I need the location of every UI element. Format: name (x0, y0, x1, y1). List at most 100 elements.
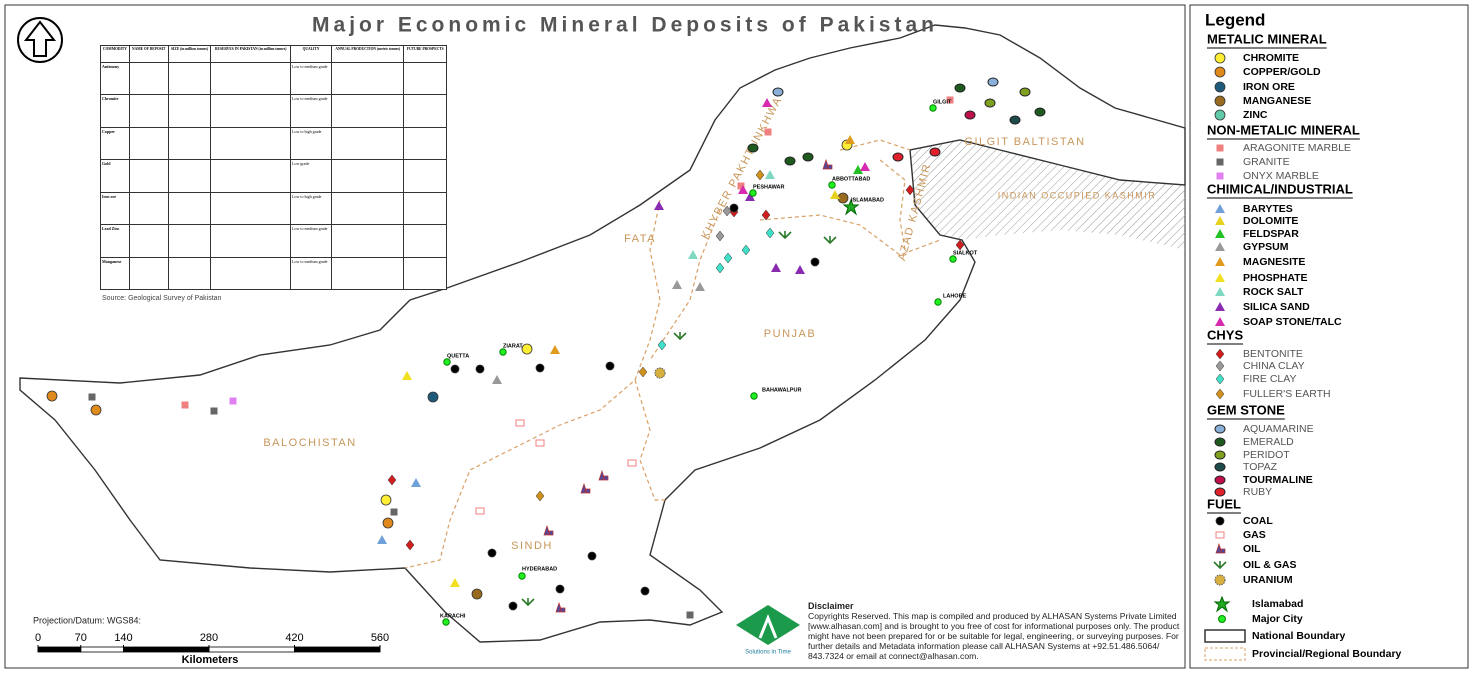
table-cell (128, 191, 169, 226)
symbol (1214, 66, 1226, 78)
symbol (1214, 475, 1226, 485)
table-header-cell: NAME OF DEPOSIT (128, 45, 169, 63)
table-quality: Low to high grade (290, 191, 333, 226)
table-row: Copper Low to high grade (100, 126, 447, 161)
legend-item: MANGANESE (1243, 95, 1311, 107)
symbol (722, 205, 732, 217)
table-cell (403, 126, 447, 161)
city-marker (750, 392, 758, 400)
symbol (450, 578, 460, 587)
symbol (1215, 302, 1225, 311)
table-cell (403, 191, 447, 226)
symbol (405, 539, 415, 551)
city-label: ZIARAT (503, 343, 523, 349)
symbol (1214, 81, 1226, 93)
symbol (729, 203, 739, 213)
symbol (550, 345, 560, 354)
symbol (741, 244, 751, 256)
legend-item: BENTONITE (1243, 348, 1303, 360)
symbol (229, 397, 237, 405)
table-header: COMMODITY NAME OF DEPOSIT SIZE (in million… (100, 45, 447, 63)
table-header-cell: RESERVES IN PAKISTAN (in million tonnes) (210, 45, 292, 63)
symbol (672, 280, 682, 289)
legend-item: PHOSPHATE (1243, 272, 1308, 284)
legend-item: TOPAZ (1243, 461, 1278, 473)
table-cell (331, 61, 405, 96)
ajk-boundary (879, 159, 906, 251)
table-cell (167, 94, 212, 128)
legend-item: CHINA CLAY (1243, 360, 1305, 372)
provincial-boundaries (404, 139, 941, 569)
symbol (771, 263, 781, 272)
symbol (1215, 287, 1225, 296)
symbol (1214, 437, 1226, 447)
symbol (1215, 531, 1225, 539)
symbol (543, 524, 554, 536)
symbol (964, 110, 976, 120)
logo (736, 605, 800, 645)
legend-item: FULLER'S EARTH (1243, 388, 1331, 400)
city-label: GILGIT (933, 99, 952, 105)
city-marker (828, 181, 836, 189)
capital-marker (842, 198, 860, 216)
symbol (450, 364, 460, 374)
symbol (387, 474, 397, 486)
symbol (715, 230, 725, 242)
table-cell (128, 224, 169, 258)
scale-label: 280 (200, 632, 218, 644)
symbol (810, 257, 820, 267)
legend-item: OIL (1243, 543, 1261, 555)
symbol (762, 98, 772, 107)
symbol (515, 419, 525, 427)
symbol (778, 231, 792, 240)
table-cell (128, 94, 169, 128)
region-label: SINDH (511, 540, 553, 552)
symbol (955, 239, 965, 251)
table-quality: Low to medium grade (290, 224, 333, 258)
legend-item: RUBY (1243, 486, 1272, 498)
table-cell (167, 61, 212, 96)
logo-text: Solutions in Time (745, 650, 791, 656)
city-marker (749, 189, 757, 197)
symbol (946, 96, 954, 104)
balochistan-boundary (404, 199, 661, 569)
city-label: BAHAWALPUR (762, 387, 801, 393)
legend-item: GRANITE (1243, 156, 1290, 168)
symbol (411, 478, 421, 487)
table-cell (167, 224, 212, 258)
symbol (1215, 388, 1225, 400)
table-header-cell: COMMODITY (100, 45, 130, 63)
legend-item: National Boundary (1252, 630, 1346, 642)
table-commodity: Chromite (100, 94, 130, 128)
scale-segment (294, 646, 381, 653)
table-cell (167, 159, 212, 193)
symbol (1009, 115, 1021, 125)
table-cell (167, 256, 212, 291)
symbol (640, 586, 650, 596)
symbol (772, 87, 784, 97)
symbol (377, 535, 387, 544)
symbol (1215, 204, 1225, 213)
legend-heading: CHYS (1207, 327, 1243, 342)
symbol (46, 390, 58, 402)
map-title: Major Economic Mineral Deposits of Pakis… (312, 14, 938, 37)
legend-item: CHROMITE (1243, 52, 1299, 64)
table-header-cell: ANNUAL PRODUCTION (metric tonnes) (331, 45, 405, 63)
table-cell (331, 94, 405, 128)
table-quality: Low to medium grade (290, 94, 333, 128)
region-label: PUNJAB (764, 328, 816, 340)
table-header-cell: QUALITY (290, 45, 333, 63)
symbol (929, 147, 941, 157)
symbol (1214, 450, 1226, 460)
symbol (521, 598, 535, 607)
symbol (1214, 52, 1226, 64)
legend-heading: CHIMICAL/INDUSTRIAL (1207, 181, 1353, 196)
symbol (764, 128, 772, 136)
table-cell (128, 159, 169, 193)
logo-mark (736, 605, 800, 645)
symbol (905, 184, 915, 196)
symbol (1215, 229, 1225, 238)
symbol (1213, 561, 1227, 570)
table-quality: Low to high grade (290, 126, 333, 161)
deposit-markers (46, 77, 1046, 619)
